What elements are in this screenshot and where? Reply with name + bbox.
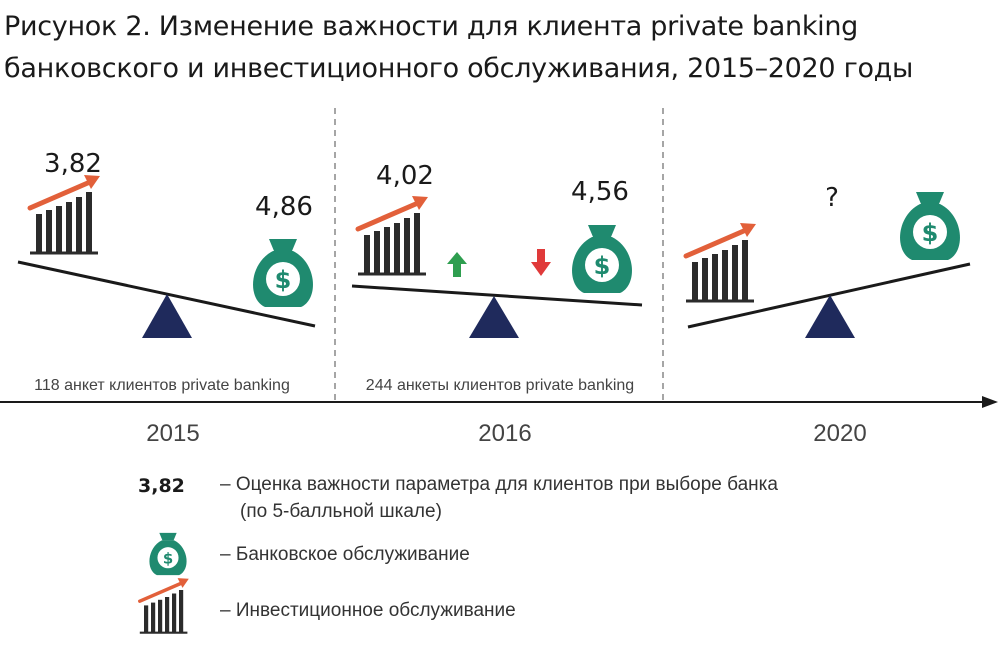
money-bag-icon [900, 192, 960, 260]
legend-banking-text: – Банковское обслуживание [220, 544, 470, 565]
investment-chart-icon [30, 175, 100, 253]
fulcrum-triangle [142, 294, 192, 338]
fulcrum-triangle [805, 295, 855, 338]
panel-2020: ? [686, 183, 971, 338]
balance-beam [351, 284, 643, 307]
legend-money-bag-icon [149, 532, 187, 576]
legend-investment-chart-icon [138, 576, 191, 635]
money-bag-icon [253, 239, 313, 307]
year-label-2016: 2016 [478, 420, 531, 447]
legend-score-text-line-2: (по 5-балльной шкале) [240, 501, 442, 522]
arrow-up-icon [447, 252, 467, 277]
year-label-2015: 2015 [146, 420, 199, 447]
investment-chart-icon [686, 223, 756, 301]
investment-chart-icon [358, 196, 428, 274]
investment-score-2016: 4,02 [376, 161, 434, 191]
legend-score-sample: 3,82 [138, 475, 185, 497]
banking-score-2015: 4,86 [255, 192, 313, 222]
balance-beam [687, 262, 971, 329]
panel-2016: 4,02 4,56 244 анкеты клиентов private ba… [351, 161, 643, 394]
balance-beam [17, 260, 316, 328]
year-label-2020: 2020 [813, 420, 866, 447]
survey-note-2015: 118 анкет клиентов private banking [34, 377, 290, 394]
investment-score-2015: 3,82 [44, 149, 102, 179]
arrow-down-icon [531, 249, 551, 276]
unknown-score-mark: ? [825, 183, 839, 213]
figure-title-line-1: Рисунок 2. Изменение важности для клиент… [4, 11, 859, 42]
legend-score-text: – Оценка важности параметра для клиентов… [220, 474, 778, 495]
legend-investment-text: – Инвестиционное обслуживание [220, 600, 516, 621]
banking-score-2016: 4,56 [571, 177, 629, 207]
figure-title: Рисунок 2. Изменение важности для клиент… [4, 6, 1000, 90]
figure-title-line-2: банковского и инвестиционного обслуживан… [4, 53, 914, 84]
fulcrum-triangle [469, 296, 519, 338]
survey-note-2016: 244 анкеты клиентов private banking [366, 377, 634, 394]
timeline-axis [0, 396, 998, 408]
money-bag-icon [572, 225, 632, 293]
panel-2015: 3,82 4,86 118 анкет клиентов private ban… [17, 149, 316, 394]
